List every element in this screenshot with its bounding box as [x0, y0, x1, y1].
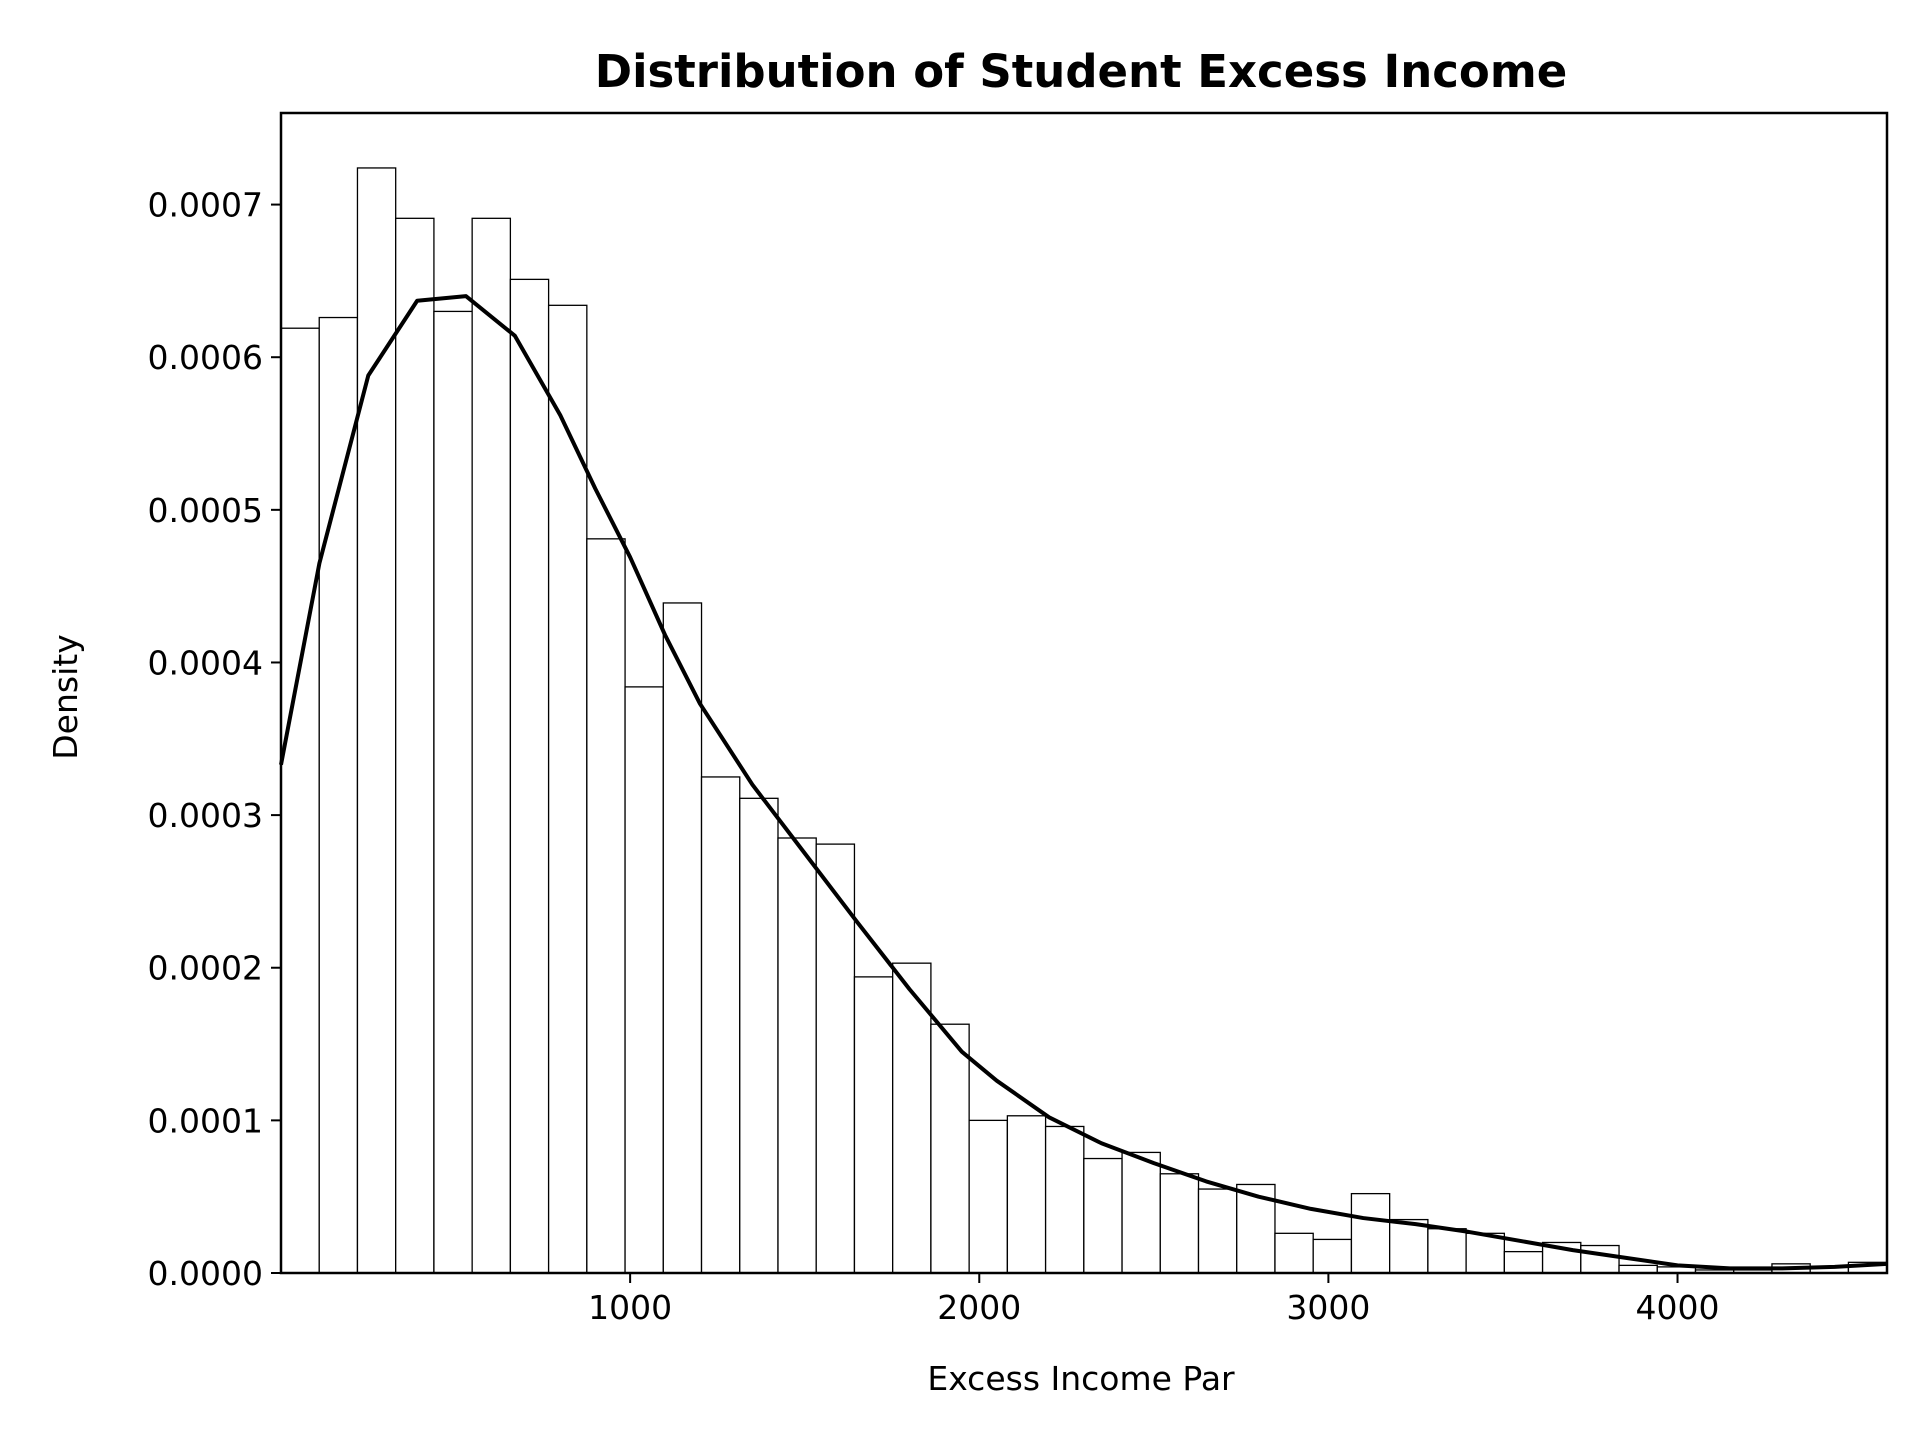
y-tick-label: 0.0004 — [148, 643, 263, 682]
x-tick-label: 4000 — [1636, 1288, 1720, 1327]
y-tick-label: 0.0006 — [148, 338, 263, 377]
y-tick-label: 0.0007 — [148, 186, 263, 225]
histogram-bar — [1580, 1244, 1620, 1274]
histogram-bar — [662, 602, 703, 1274]
histogram-bar — [892, 962, 932, 1274]
histogram-bar — [433, 310, 473, 1274]
histogram-bar — [1083, 1157, 1123, 1274]
histogram-bar — [853, 976, 894, 1274]
histogram-bar — [1389, 1218, 1429, 1274]
histogram-bar — [930, 1023, 970, 1274]
histogram-bar — [1274, 1232, 1314, 1274]
plot-frame — [279, 111, 1889, 1275]
x-tick-label: 3000 — [1286, 1288, 1370, 1327]
histogram-bar — [1503, 1250, 1544, 1274]
histogram-bar — [968, 1119, 1009, 1274]
y-axis-ticks: 0.0000 0.0001 0.0002 0.0003 0.0004 0.0005 0.00… — [148, 186, 281, 1293]
histogram-bar — [356, 167, 397, 1274]
histogram-bar — [700, 776, 741, 1274]
histogram-bar — [280, 327, 320, 1274]
y-tick-label: 0.0005 — [148, 491, 263, 530]
histogram-bar — [509, 278, 550, 1274]
y-tick-label: 0.0001 — [148, 1101, 263, 1140]
y-tick-label: 0.0000 — [148, 1254, 263, 1293]
histogram-bar — [624, 686, 664, 1274]
histogram-bar — [815, 843, 856, 1274]
histogram-bar — [395, 217, 435, 1274]
histogram-bar — [777, 837, 817, 1274]
histogram-bar — [1312, 1238, 1353, 1274]
y-tick-label: 0.0003 — [148, 796, 263, 835]
kde-curve — [279, 294, 1888, 1271]
x-axis-label: Excess Income Par — [927, 1359, 1235, 1398]
y-axis-label: Density — [46, 634, 85, 759]
x-tick-label: 1000 — [588, 1288, 672, 1327]
histogram-bar — [1350, 1192, 1391, 1274]
histogram-bar — [471, 217, 512, 1274]
histogram-bar — [1044, 1125, 1085, 1274]
histogram-bar — [1197, 1188, 1238, 1274]
histogram-bar — [1121, 1151, 1161, 1274]
histogram-bar — [1427, 1228, 1467, 1274]
histogram-bar — [586, 538, 626, 1274]
histogram-bar — [1006, 1115, 1047, 1274]
histogram-bar — [1465, 1232, 1505, 1274]
histogram-bar — [547, 304, 588, 1274]
x-axis-ticks: 1000 2000 3000 4000 — [588, 1273, 1720, 1327]
histogram-bar — [1159, 1173, 1200, 1274]
x-tick-label: 2000 — [937, 1288, 1021, 1327]
histogram-bar — [318, 316, 359, 1274]
y-tick-label: 0.0002 — [148, 949, 263, 988]
histogram-bar — [739, 797, 779, 1274]
chart-title: Distribution of Student Excess Income — [595, 45, 1568, 98]
histogram-bars — [280, 167, 1888, 1274]
